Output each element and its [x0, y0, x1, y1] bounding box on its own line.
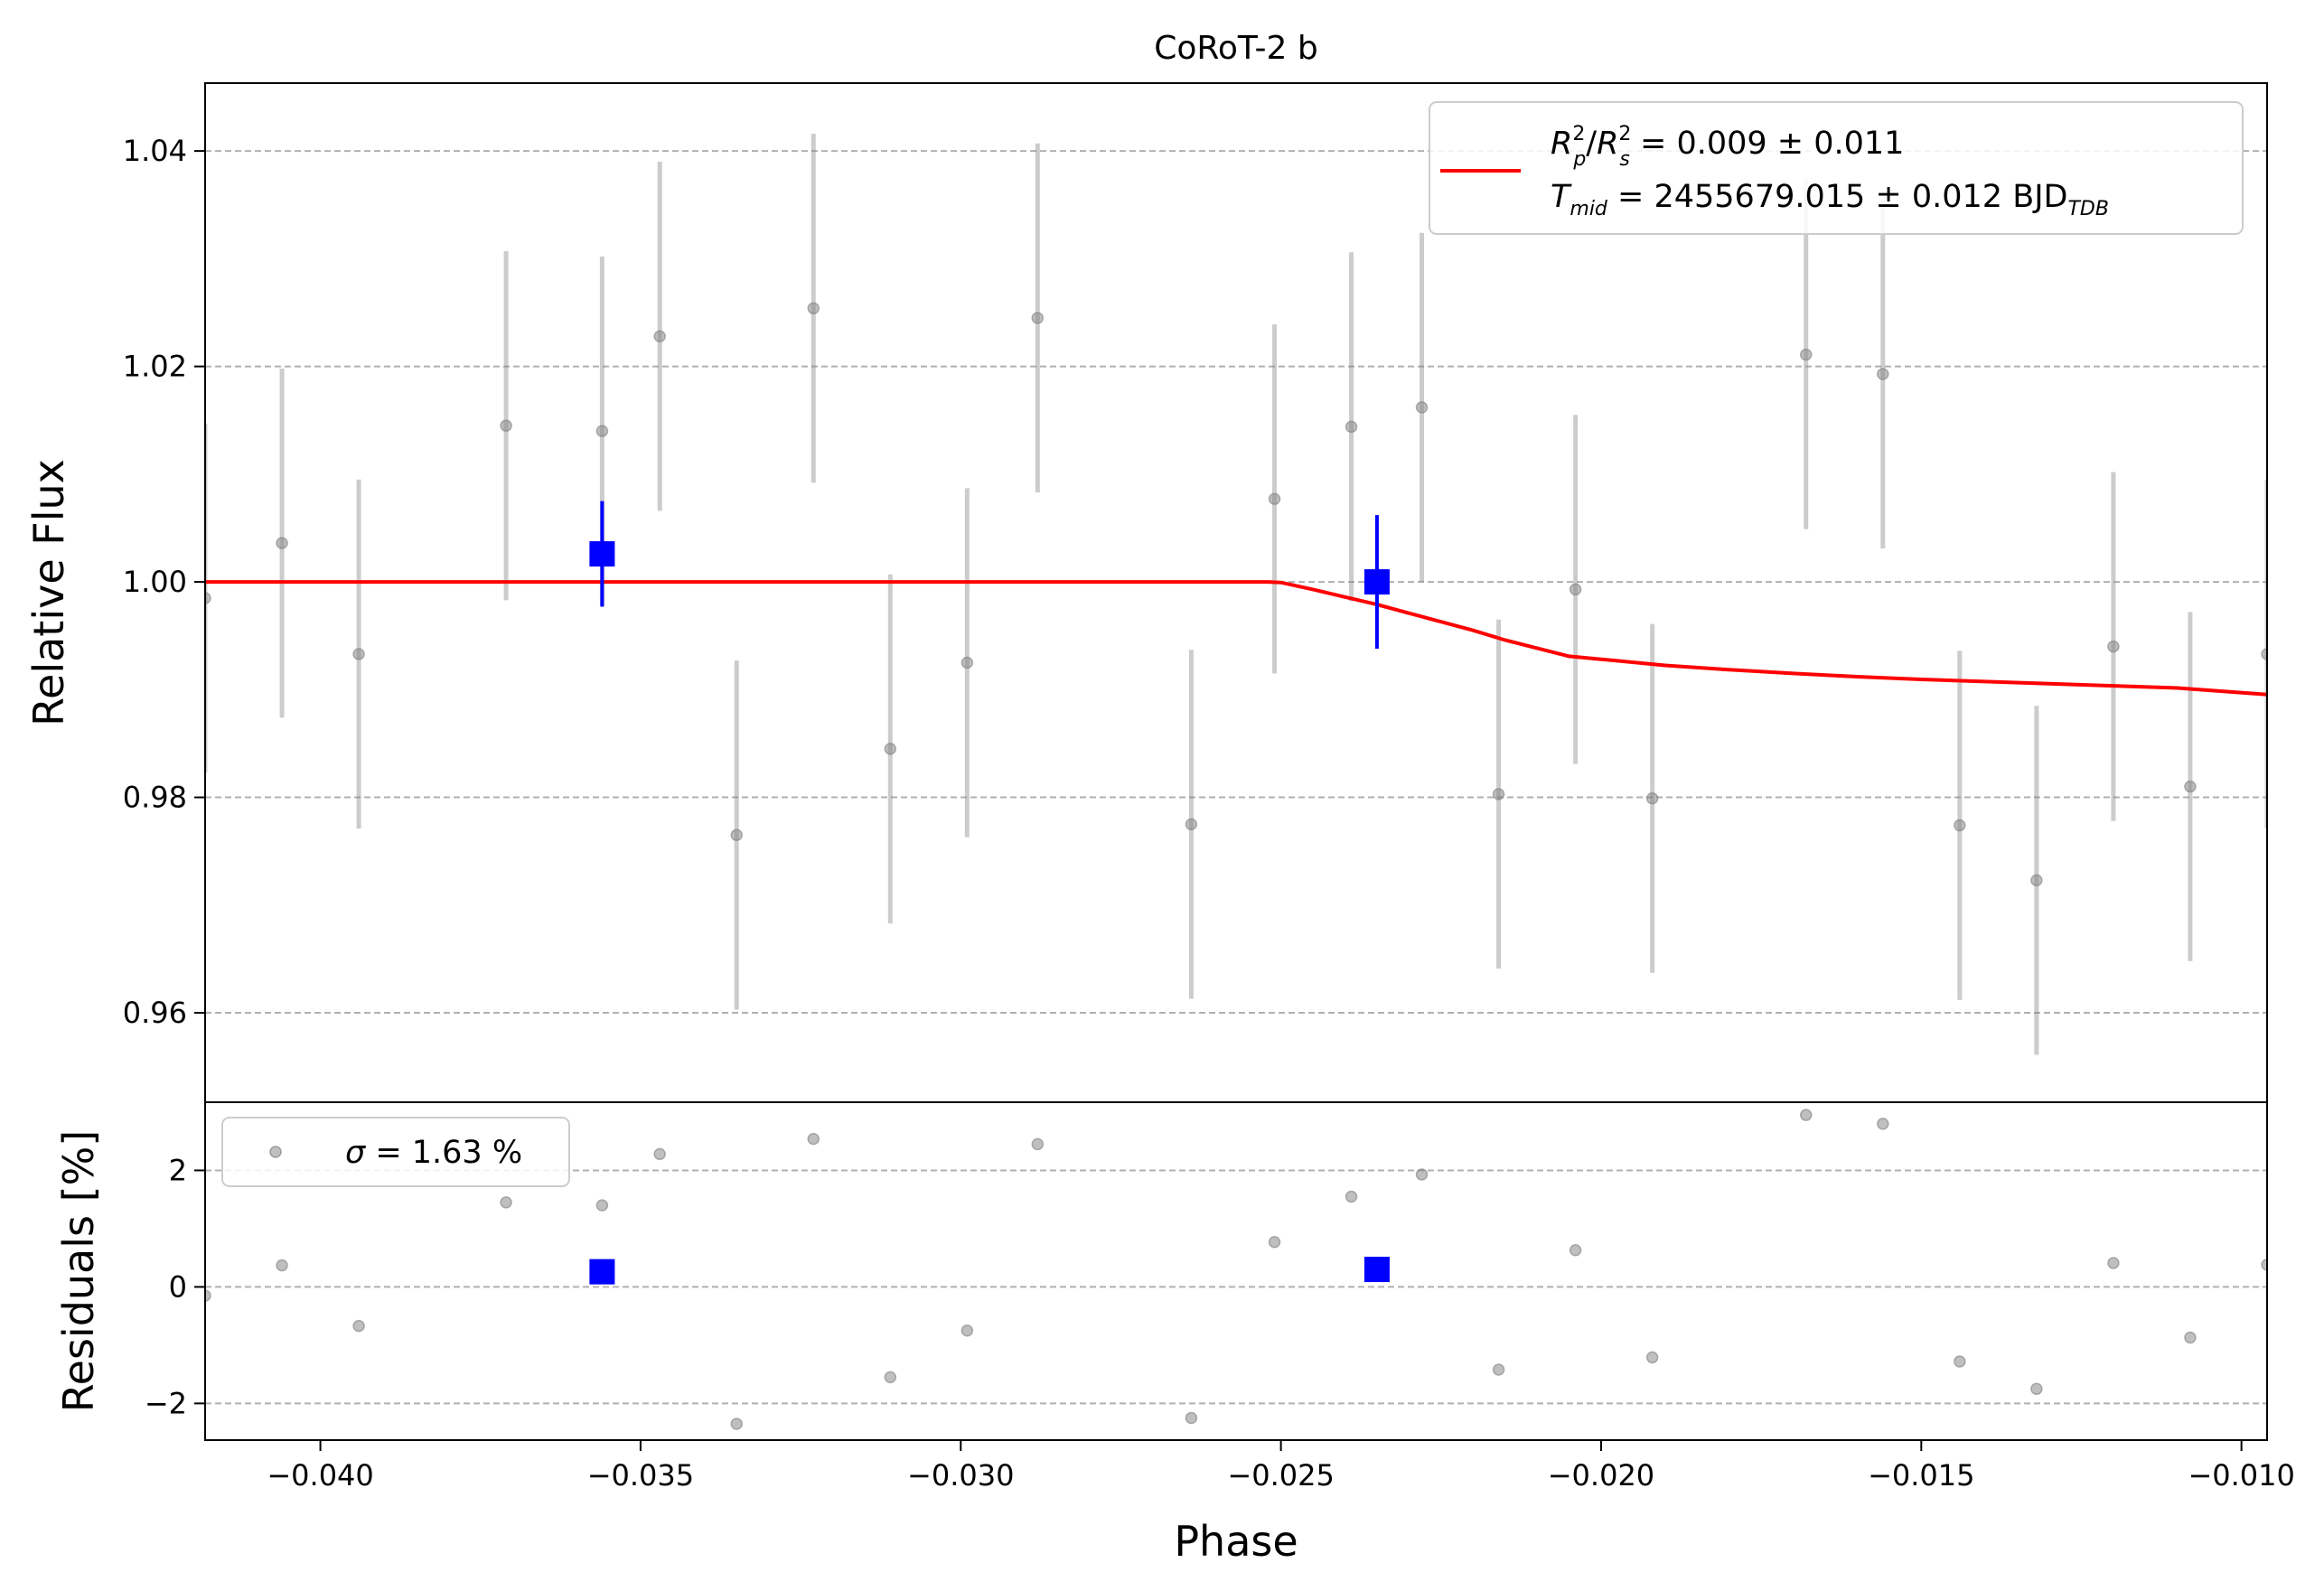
- flux-point: [730, 828, 743, 842]
- flux-point: [653, 330, 666, 342]
- phase-x-tick-label: −0.015: [1868, 1458, 1974, 1493]
- residual-point: [1185, 1411, 1198, 1425]
- flux-point: [1492, 788, 1505, 800]
- flux-errorbars: [205, 134, 2267, 1055]
- phase-x-ticks: −0.040 −0.035 −0.030 −0.025 −0.020 −0.015 −0.0…: [267, 1440, 2295, 1493]
- flux-point: [205, 592, 211, 604]
- phase-x-tick-label: −0.020: [1548, 1458, 1654, 1493]
- residuals-grid: [205, 1169, 2267, 1405]
- residual-point: [1877, 1118, 1889, 1130]
- flux-legend: R2 p/R2 s = 0.009 ± 0.011 Tmid = 2455679.0…: [1429, 101, 2244, 235]
- phase-x-axis-label: Phase: [1174, 1517, 1298, 1566]
- flux-point: [2184, 780, 2197, 793]
- flux-point: [1645, 791, 1659, 805]
- flux-point: [595, 425, 609, 437]
- flux-point: [2107, 640, 2120, 653]
- residual-point: [884, 1371, 897, 1384]
- flux-legend-depth-entry: R2 p/R2 s = 0.009 ± 0.011: [1551, 123, 1904, 171]
- residual-point: [2184, 1331, 2197, 1344]
- residuals-y-tick-label: 0: [169, 1269, 187, 1304]
- residual-point: [807, 1132, 820, 1146]
- flux-point: [2261, 648, 2267, 660]
- flux-point: [1185, 818, 1198, 831]
- flux-point: [1877, 368, 1889, 380]
- phase-x-tick-label: −0.040: [267, 1458, 373, 1493]
- flux-point: [500, 419, 512, 432]
- residual-point: [1415, 1168, 1429, 1181]
- chart-title: CoRoT-2 b: [1154, 30, 1317, 67]
- flux-binned-point: [589, 541, 615, 567]
- flux-y-tick-label: 0.98: [123, 781, 187, 815]
- residuals-legend-sigma-entry: σ = 1.63 %: [345, 1135, 522, 1171]
- flux-y-axis-label: Relative Flux: [24, 459, 73, 726]
- residual-point: [961, 1324, 974, 1337]
- residual-binned-point: [589, 1259, 615, 1285]
- residual-point: [276, 1259, 288, 1272]
- flux-point: [1345, 420, 1358, 434]
- flux-point: [1415, 401, 1429, 414]
- residual-point: [653, 1147, 666, 1161]
- phase-x-tick-label: −0.030: [907, 1458, 1014, 1493]
- residual-point: [500, 1196, 512, 1209]
- flux-point: [1799, 348, 1813, 361]
- flux-panel: 0.96 0.98 1.00 1.02 1.04 Relative Flux R2 p/R…: [24, 82, 2268, 1103]
- residuals-panel: −2 0 2 −0.040 −0.035 −0.030 −0.025 −0.020 −0.01…: [54, 1101, 2295, 1566]
- flux-legend-tmid-entry: Tmid = 2455679.015 ± 0.012 BJDTDB: [1551, 179, 2109, 220]
- flux-binned-point: [1363, 569, 1390, 595]
- residuals-y-ticks: −2 0 2: [145, 1153, 205, 1420]
- residuals-axes-frame: [204, 1101, 2268, 1441]
- flux-point: [276, 537, 288, 549]
- residual-point: [1031, 1137, 1045, 1151]
- flux-y-ticks: 0.96 0.98 1.00 1.02 1.04: [123, 134, 205, 1030]
- transit-model-line: [205, 580, 2267, 697]
- flux-point: [1268, 492, 1281, 506]
- flux-point: [807, 302, 820, 314]
- residual-binned-point: [1363, 1257, 1390, 1283]
- flux-y-tick-label: 0.96: [123, 996, 187, 1030]
- residuals-legend-box: [221, 1117, 570, 1187]
- residuals-legend: σ = 1.63 %: [221, 1117, 570, 1187]
- flux-point: [1569, 583, 1582, 596]
- flux-point: [1954, 819, 1966, 832]
- residual-point: [1345, 1190, 1358, 1203]
- residuals-y-axis-label: Residuals [%]: [54, 1130, 103, 1412]
- flux-point: [1031, 312, 1045, 324]
- phase-x-tick-label: −0.035: [587, 1458, 694, 1493]
- residuals-y-tick-label: 2: [169, 1153, 187, 1187]
- flux-legend-box: [1429, 101, 2244, 235]
- flux-y-tick-label: 1.02: [123, 350, 187, 384]
- residual-point: [352, 1319, 365, 1333]
- residual-point: [2107, 1257, 2120, 1269]
- flux-y-tick-label: 1.04: [123, 134, 187, 168]
- residuals-y-tick-label: −2: [145, 1386, 187, 1420]
- flux-point: [2030, 874, 2043, 887]
- flux-y-tick-label: 1.00: [123, 565, 187, 599]
- residual-point: [2030, 1382, 2043, 1396]
- residual-point: [1954, 1355, 1966, 1368]
- residual-binned-points: [589, 1257, 1390, 1285]
- phase-x-tick-label: −0.025: [1227, 1458, 1334, 1493]
- residual-point: [1492, 1363, 1505, 1376]
- flux-point: [884, 743, 897, 755]
- flux-point: [961, 656, 974, 669]
- flux-point: [352, 648, 365, 660]
- residual-point: [1645, 1351, 1659, 1364]
- phase-x-tick-label: −0.010: [2188, 1458, 2294, 1493]
- flux-binned-points: [589, 501, 1390, 650]
- flux-points: [205, 302, 2267, 887]
- residual-point: [2261, 1259, 2267, 1271]
- residual-point: [1569, 1244, 1582, 1257]
- residuals-legend-marker: [269, 1146, 282, 1158]
- residual-point: [1799, 1109, 1813, 1121]
- residual-point: [595, 1199, 609, 1212]
- residual-point: [205, 1289, 211, 1302]
- residual-points: [205, 1109, 2267, 1430]
- residual-point: [730, 1418, 743, 1430]
- residual-point: [1268, 1236, 1281, 1249]
